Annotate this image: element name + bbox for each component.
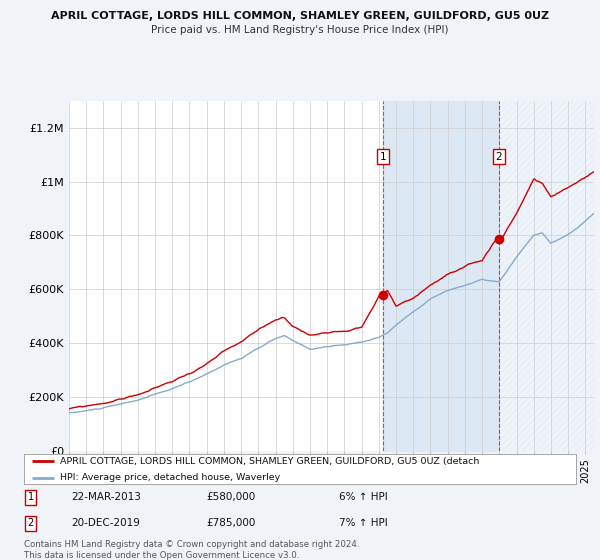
Text: £580,000: £580,000	[206, 492, 256, 502]
Text: 1: 1	[28, 492, 34, 502]
Text: 1: 1	[379, 152, 386, 162]
Text: HPI: Average price, detached house, Waverley: HPI: Average price, detached house, Wave…	[60, 473, 280, 482]
Text: £785,000: £785,000	[206, 519, 256, 529]
Text: 6% ↑ HPI: 6% ↑ HPI	[338, 492, 388, 502]
Text: 20-DEC-2019: 20-DEC-2019	[71, 519, 140, 529]
Text: APRIL COTTAGE, LORDS HILL COMMON, SHAMLEY GREEN, GUILDFORD, GU5 0UZ (detach: APRIL COTTAGE, LORDS HILL COMMON, SHAMLE…	[60, 457, 479, 466]
Text: Contains HM Land Registry data © Crown copyright and database right 2024.
This d: Contains HM Land Registry data © Crown c…	[24, 540, 359, 560]
Text: APRIL COTTAGE, LORDS HILL COMMON, SHAMLEY GREEN, GUILDFORD, GU5 0UZ: APRIL COTTAGE, LORDS HILL COMMON, SHAMLE…	[51, 11, 549, 21]
Text: 2: 2	[496, 152, 502, 162]
Text: Price paid vs. HM Land Registry's House Price Index (HPI): Price paid vs. HM Land Registry's House …	[151, 25, 449, 35]
Text: 22-MAR-2013: 22-MAR-2013	[71, 492, 141, 502]
Text: 7% ↑ HPI: 7% ↑ HPI	[338, 519, 388, 529]
Text: 2: 2	[28, 519, 34, 529]
